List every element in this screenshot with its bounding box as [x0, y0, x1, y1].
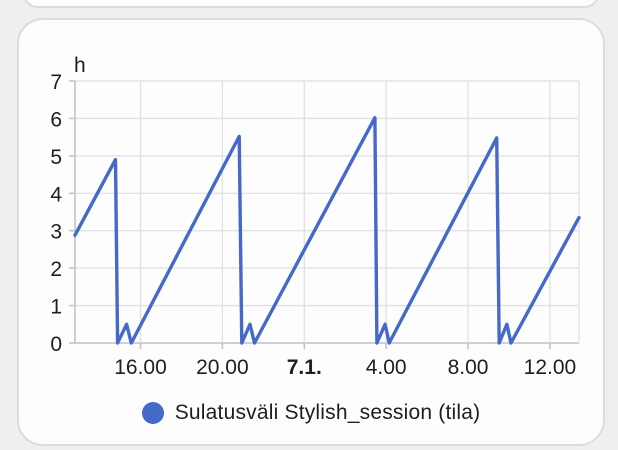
- history-chart-card: 0 1 2 3 4 5 6 7 16.00 20.00 7.1. 4.00 8.00 12.00 h Sul…: [17, 18, 605, 446]
- y-tick-label: 6: [50, 108, 62, 131]
- series-line[interactable]: [73, 115, 581, 345]
- y-axis-unit-label: h: [74, 54, 86, 77]
- x-tick-label: 16.00: [114, 356, 167, 379]
- y-tick-label: 5: [50, 146, 62, 169]
- x-tick-label: 4.00: [366, 356, 407, 379]
- line-chart[interactable]: 0 1 2 3 4 5 6 7 16.00 20.00 7.1. 4.00 8.00 12.00 h: [19, 20, 605, 446]
- y-tick-label: 2: [50, 258, 62, 281]
- series-color-dot-icon: [141, 402, 164, 424]
- x-tick-label: 8.00: [448, 356, 489, 379]
- x-tick-label: 12.00: [524, 356, 577, 379]
- legend-item[interactable]: Sulatusväli Stylish_session (tila): [19, 401, 603, 425]
- x-tick-label: 7.1.: [287, 356, 322, 379]
- y-tick-label: 7: [50, 71, 62, 94]
- y-tick-label: 4: [50, 183, 62, 206]
- y-tick-label: 3: [50, 221, 62, 244]
- x-tick-label: 20.00: [196, 356, 249, 379]
- adjacent-card-bottom-edge: [22, 0, 600, 8]
- legend-label: Sulatusväli Stylish_session (tila): [174, 401, 481, 424]
- y-tick-label: 1: [50, 296, 62, 319]
- y-tick-label: 0: [50, 333, 62, 356]
